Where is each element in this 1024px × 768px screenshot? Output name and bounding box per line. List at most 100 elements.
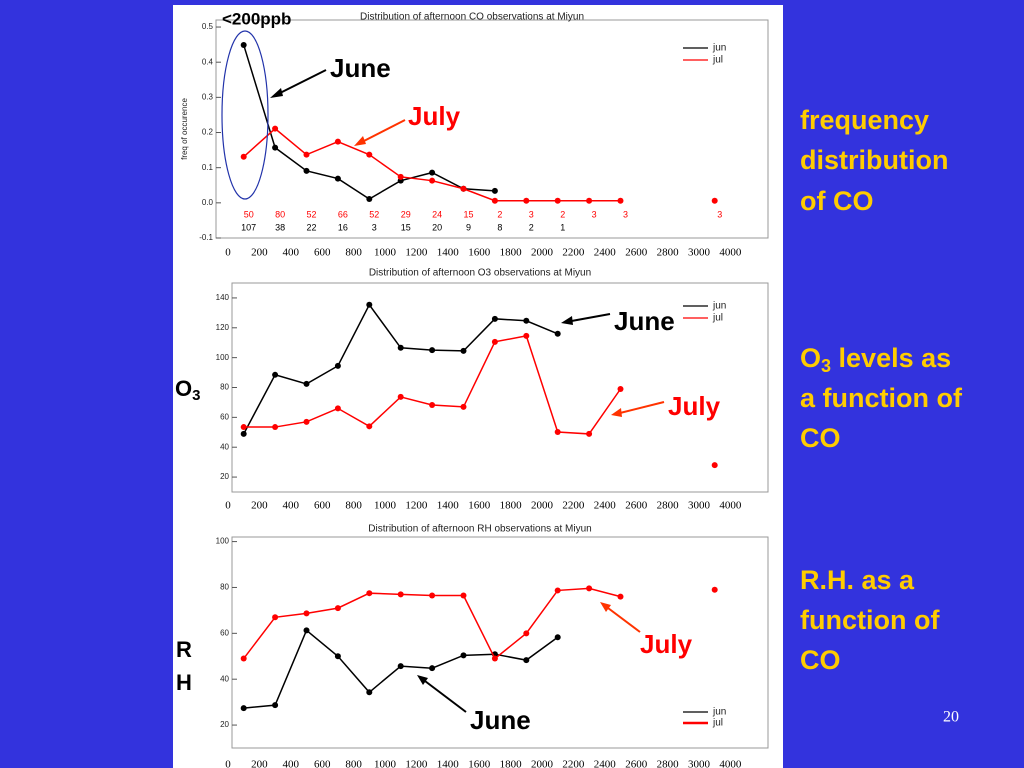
data-point: [272, 144, 279, 151]
x-tick-label: 1800: [500, 500, 523, 512]
y-tick-label: 60: [220, 412, 229, 421]
x-tick-label: 2000: [531, 759, 554, 768]
count-label: 2: [529, 222, 534, 232]
data-point: [460, 347, 467, 354]
count-label: 20: [432, 222, 442, 232]
annotation: July: [408, 101, 461, 131]
plot-frame: [215, 19, 769, 239]
x-tick-label: 400: [283, 500, 300, 512]
x-tick-label: 2200: [562, 247, 585, 259]
x-tick-label: 600: [314, 500, 331, 512]
data-point: [491, 338, 498, 345]
data-point: [397, 591, 404, 598]
data-point: [272, 614, 279, 621]
data-point: [334, 175, 341, 182]
x-tick-label: 1200: [405, 759, 428, 768]
y-tick-label: 40: [220, 674, 229, 683]
data-point: [272, 702, 279, 709]
x-tick-label: 2200: [562, 759, 585, 768]
y-tick-label: 40: [220, 442, 229, 451]
data-point: [303, 151, 310, 158]
y-tick-label: 100: [216, 537, 230, 546]
data-point: [240, 655, 247, 662]
y-tick-label: 60: [220, 628, 229, 637]
count-label: 16: [338, 222, 348, 232]
y-tick-label: 100: [216, 353, 230, 362]
x-tick-label: 1600: [468, 500, 491, 512]
data-point: [491, 187, 498, 194]
data-point: [303, 380, 310, 387]
x-tick-label: 800: [345, 759, 362, 768]
data-point: [460, 652, 467, 659]
data-point: [491, 655, 498, 662]
count-label: 38: [275, 222, 285, 232]
data-point: [303, 610, 310, 617]
y-tick-label: 20: [220, 720, 229, 729]
data-point: [711, 197, 718, 204]
x-tick-label: 600: [314, 759, 331, 768]
caption: distribution: [800, 145, 948, 175]
x-tick-label: 1600: [468, 759, 491, 768]
x-tick-label: 2000: [531, 247, 554, 259]
data-point: [523, 657, 530, 664]
data-point: [334, 405, 341, 412]
count-label: 24: [432, 209, 442, 219]
y-tick-label: 80: [220, 383, 229, 392]
data-point: [366, 195, 373, 202]
arrowhead: [417, 675, 428, 685]
y-tick-label: 20: [220, 472, 229, 481]
annotation: <200ppb: [222, 9, 291, 28]
x-tick-label: 200: [251, 500, 268, 512]
legend-label: jul: [712, 313, 723, 324]
arrow: [273, 69, 327, 97]
x-tick-label: 0: [225, 247, 231, 259]
data-point: [366, 423, 373, 430]
x-tick-label: 1400: [437, 500, 460, 512]
x-tick-label: 1200: [405, 247, 428, 259]
y-tick-label: 0.5: [202, 22, 214, 31]
data-point: [429, 177, 436, 184]
arrowhead: [600, 602, 611, 612]
data-point: [334, 605, 341, 612]
x-tick-label: 400: [283, 759, 300, 768]
data-point: [272, 424, 279, 431]
arrowhead: [611, 408, 622, 417]
x-tick-label: 2800: [657, 247, 680, 259]
data-point: [491, 651, 498, 658]
count-label: 3: [372, 222, 377, 232]
count-label: 80: [275, 209, 285, 219]
data-point: [397, 393, 404, 400]
count-label: 22: [306, 222, 316, 232]
count-label: 66: [338, 209, 348, 219]
caption: of CO: [800, 186, 874, 216]
caption: CO: [800, 423, 841, 453]
data-point: [366, 590, 373, 597]
data-point: [554, 197, 561, 204]
x-tick-label: 1000: [374, 759, 397, 768]
x-tick-label: 4000: [719, 500, 742, 512]
x-tick-label: 1400: [437, 247, 460, 259]
chart-panel: [173, 5, 783, 768]
data-point: [240, 424, 247, 431]
x-tick-label: 3000: [688, 759, 711, 768]
data-point: [366, 301, 373, 308]
axis-label: O3: [175, 376, 200, 404]
data-point: [240, 430, 247, 437]
arrow: [565, 313, 611, 323]
data-point: [554, 428, 561, 435]
data-point: [523, 332, 530, 339]
annotation: June: [614, 306, 675, 336]
caption: frequency: [800, 105, 929, 135]
data-point: [491, 315, 498, 322]
x-tick-label: 600: [314, 247, 331, 259]
caption: function of: [800, 605, 940, 635]
data-point: [586, 430, 593, 437]
x-tick-label: 800: [345, 500, 362, 512]
annotation: June: [330, 53, 391, 83]
caption: R.H. as a: [800, 565, 915, 595]
data-point: [334, 362, 341, 369]
x-tick-label: 1200: [405, 500, 428, 512]
data-point: [334, 138, 341, 145]
caption: a function of: [800, 383, 963, 413]
count-label: 29: [401, 209, 411, 219]
